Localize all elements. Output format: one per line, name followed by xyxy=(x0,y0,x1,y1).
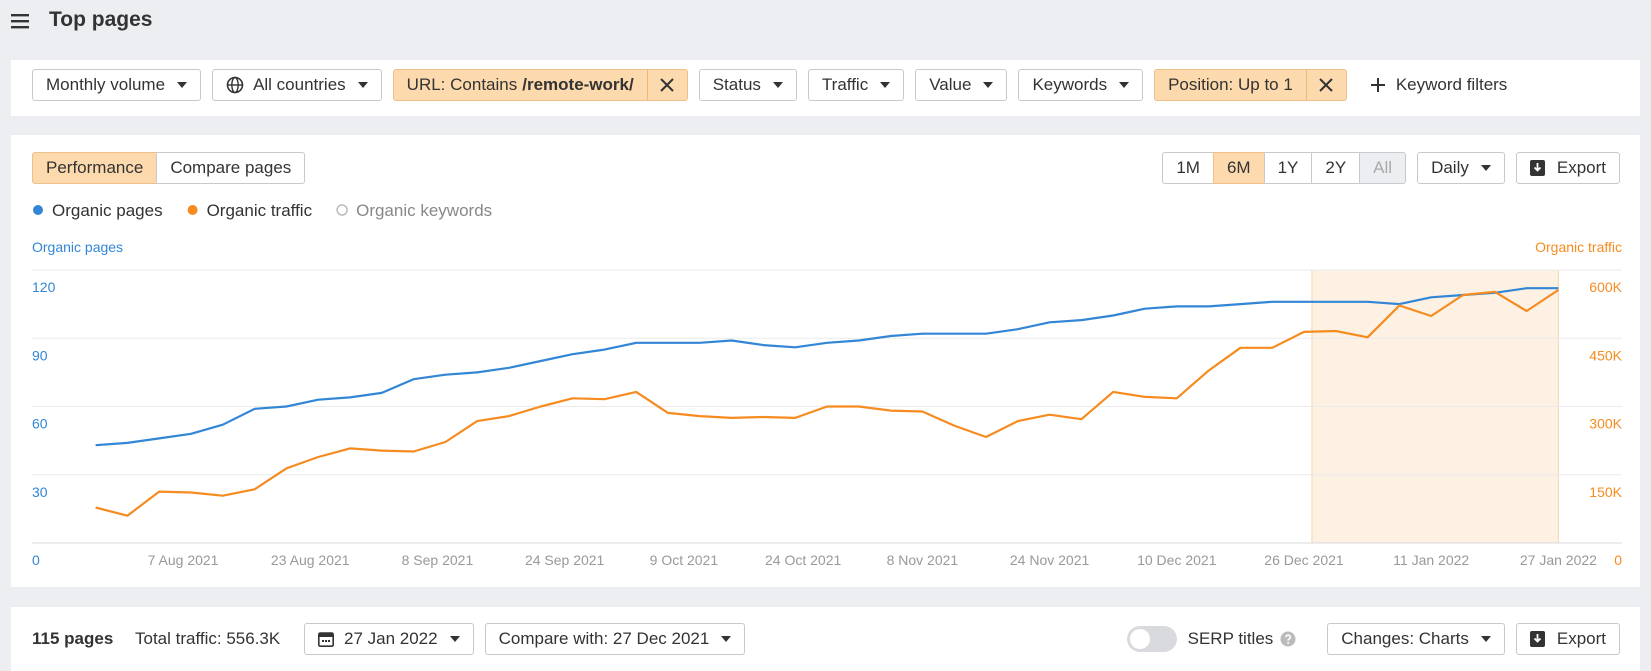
changes-button[interactable]: Changes: Charts xyxy=(1327,623,1505,655)
filter-button[interactable]: Monthly volume xyxy=(32,69,202,101)
x-tick-label: 23 Aug 2021 xyxy=(271,552,350,568)
export-icon xyxy=(1529,631,1545,647)
y2-tick-label: 300K xyxy=(1589,416,1622,432)
globe-icon xyxy=(226,76,244,94)
tab[interactable]: Performance xyxy=(32,152,158,184)
series-line xyxy=(95,289,1560,517)
range-button[interactable]: 6M xyxy=(1212,152,1265,184)
y-tick-label: 120 xyxy=(32,279,56,295)
tab[interactable]: Compare pages xyxy=(156,152,306,184)
calendar-icon xyxy=(318,632,334,647)
series-line xyxy=(95,287,1559,447)
remove-filter[interactable] xyxy=(646,70,687,100)
export-button[interactable]: Export xyxy=(1515,623,1620,655)
y2-tick-label: 600K xyxy=(1589,279,1622,295)
filter-label: URL: Contains xyxy=(406,75,518,94)
filter-button[interactable]: Position: Up to 1 xyxy=(1154,69,1347,101)
x-tick-label: 11 Jan 2022 xyxy=(1393,552,1469,568)
chart-panel: Performance Compare pages 1M 6M 1Y 2Y Al… xyxy=(11,135,1640,587)
filter-label: Value xyxy=(929,75,972,94)
page-title: Top pages xyxy=(49,8,153,31)
compare-button[interactable]: Compare with: 27 Dec 2021 xyxy=(484,623,746,655)
compare-label: Compare with: 27 Dec 2021 xyxy=(498,629,710,648)
keyword-filters[interactable]: Keyword filters xyxy=(1370,75,1507,95)
legend-label: Organic pages xyxy=(52,201,163,220)
y-tick-label: 60 xyxy=(32,416,48,432)
y2-tick-label: 0 xyxy=(1614,552,1622,568)
date-label: 27 Jan 2022 xyxy=(344,629,438,648)
y-tick-label: 30 xyxy=(32,484,48,500)
remove-filter[interactable] xyxy=(1305,70,1346,100)
x-tick-label: 7 Aug 2021 xyxy=(148,552,219,568)
changes-label: Changes: Charts xyxy=(1341,629,1469,648)
range-button[interactable]: 1M xyxy=(1162,152,1214,184)
x-tick-label: 24 Sep 2021 xyxy=(525,552,605,568)
y-tick-label: 90 xyxy=(32,347,48,363)
x-tick-label: 27 Jan 2022 xyxy=(1520,552,1597,568)
y-axis-label: Organic pages xyxy=(32,239,123,255)
x-tick-label: 26 Dec 2021 xyxy=(1264,552,1344,568)
menu-icon[interactable] xyxy=(11,13,29,29)
export-icon xyxy=(1529,160,1545,176)
range-button[interactable]: 2Y xyxy=(1311,152,1361,184)
page-count: 115 pages xyxy=(32,629,114,648)
x-tick-label: 9 Oct 2021 xyxy=(650,552,719,568)
range-buttons: 1M 6M 1Y 2Y All xyxy=(1162,152,1407,184)
view-tabs: Performance Compare pages xyxy=(32,152,306,184)
filter-button[interactable]: Traffic xyxy=(807,69,905,101)
serp-label: SERP titles xyxy=(1187,629,1274,648)
legend-label: Organic keywords xyxy=(356,201,492,220)
filter-button[interactable]: All countries xyxy=(212,69,382,101)
y2-axis-label: Organic traffic xyxy=(1535,239,1622,255)
summary-bar: 115 pages Total traffic: 556.3K 27 Jan 2… xyxy=(11,607,1640,671)
keyword-filters-label: Keyword filters xyxy=(1395,75,1508,94)
filter-label: All countries xyxy=(253,75,346,94)
filter-label: Traffic xyxy=(821,75,869,94)
export-label: Export xyxy=(1556,629,1606,648)
legend-marker xyxy=(187,205,198,215)
range-button: All xyxy=(1359,152,1407,184)
interval-label: Daily xyxy=(1431,158,1469,177)
interval-button[interactable]: Daily xyxy=(1417,152,1505,184)
legend-marker xyxy=(336,204,348,216)
legend-label: Organic traffic xyxy=(207,201,313,220)
y-tick-label: 0 xyxy=(32,552,40,568)
filter-button[interactable]: Status xyxy=(698,69,797,101)
filter-button[interactable]: Keywords xyxy=(1018,69,1144,101)
legend-marker xyxy=(33,205,43,215)
range-button[interactable]: 1Y xyxy=(1263,152,1313,184)
export-button[interactable]: Export xyxy=(1515,152,1620,184)
x-tick-label: 8 Nov 2021 xyxy=(887,552,959,568)
filter-button[interactable]: Value xyxy=(915,69,1008,101)
help-icon[interactable] xyxy=(1280,631,1296,647)
filter-label: Monthly volume xyxy=(46,75,166,94)
x-tick-label: 8 Sep 2021 xyxy=(402,552,474,568)
total-traffic: Total traffic: 556.3K xyxy=(135,629,281,648)
filter-label: Status xyxy=(712,75,761,94)
filter-value: /remote-work/ xyxy=(522,75,634,94)
chart: Organic pages Organic traffic Organic keyw… xyxy=(32,201,1623,568)
serp-toggle[interactable] xyxy=(1126,626,1177,652)
x-tick-label: 24 Oct 2021 xyxy=(765,552,841,568)
x-tick-label: 24 Nov 2021 xyxy=(1010,552,1090,568)
y2-tick-label: 450K xyxy=(1589,347,1622,363)
filter-button[interactable]: URL: Contains/remote-work/ xyxy=(392,69,688,101)
date-button[interactable]: 27 Jan 2022 xyxy=(304,623,474,655)
y2-tick-label: 150K xyxy=(1589,484,1622,500)
filter-bar: Monthly volume All countries URL: Contai… xyxy=(11,60,1640,116)
x-tick-label: 10 Dec 2021 xyxy=(1137,552,1217,568)
filter-label: Keywords xyxy=(1032,75,1108,94)
export-label: Export xyxy=(1556,158,1606,177)
filter-label: Position: Up to 1 xyxy=(1168,75,1293,94)
